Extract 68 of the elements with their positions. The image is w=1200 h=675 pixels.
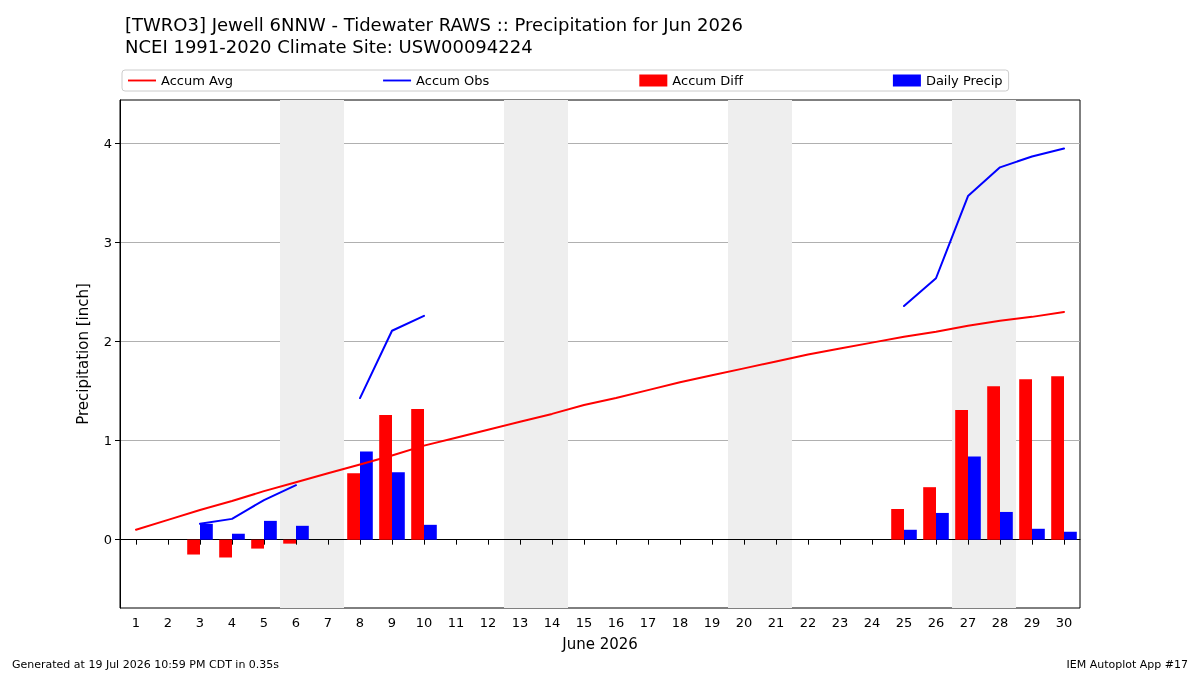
bar	[968, 456, 981, 540]
bar	[936, 512, 949, 540]
bar	[1000, 511, 1013, 540]
y-axis-title: Precipitation [inch]	[73, 283, 92, 425]
y-tick-label: 1	[103, 433, 112, 449]
bar	[360, 451, 373, 540]
bar	[392, 472, 405, 540]
x-tick-label: 9	[387, 615, 397, 630]
bar	[1019, 379, 1032, 540]
x-tick-label: 7	[323, 615, 333, 630]
x-tick-label: 17	[639, 615, 657, 630]
bar	[264, 520, 277, 540]
y-tick-label: 2	[103, 334, 112, 350]
x-tick-label: 18	[671, 615, 689, 630]
bar	[1064, 531, 1077, 540]
x-tick-label: 3	[195, 615, 205, 630]
x-tick-label: 11	[447, 615, 465, 630]
bar	[891, 508, 904, 540]
x-tick-label: 12	[479, 615, 497, 630]
x-tick-label: 20	[735, 615, 753, 630]
text: Generated at 19 Jul 2026 10:59 PM CDT in 0.35s	[12, 658, 280, 671]
text: IEM Autoplot App #17	[1066, 658, 1188, 671]
x-tick-label: 10	[415, 615, 433, 630]
bar	[1032, 528, 1045, 540]
bar	[347, 473, 360, 540]
x-tick-label: 5	[259, 615, 269, 630]
y-tick-label: 0	[103, 532, 112, 548]
x-tick-label: 29	[1023, 615, 1041, 630]
bar	[251, 539, 264, 549]
x-tick-label: 13	[511, 615, 529, 630]
x-tick-label: 2	[163, 615, 173, 630]
x-tick-label: 15	[575, 615, 593, 630]
x-tick-label: 16	[607, 615, 625, 630]
x-tick-label: 25	[895, 615, 913, 630]
legend-label: Accum Avg	[161, 73, 234, 88]
x-tick-label: 4	[227, 615, 237, 630]
x-tick-label: 6	[291, 615, 301, 630]
bar	[923, 487, 936, 540]
bar	[232, 533, 245, 540]
bar	[187, 539, 200, 555]
bar	[283, 539, 296, 544]
bar	[219, 539, 232, 558]
x-tick-label: 30	[1055, 615, 1073, 630]
x-axis-title: June 2026	[561, 634, 638, 653]
chart-subtitle: NCEI 1991-2020 Climate Site: USW00094224	[125, 35, 533, 57]
x-tick-label: 28	[991, 615, 1009, 630]
bar	[955, 409, 968, 540]
x-tick-label: 26	[927, 615, 945, 630]
x-tick-label: 27	[959, 615, 977, 630]
y-tick-label: 3	[103, 235, 112, 251]
bar	[904, 529, 917, 540]
chart-title: [TWRO3] Jewell 6NNW - Tidewater RAWS :: Precipitation for Jun 2026	[125, 13, 743, 35]
legend-label: Accum Obs	[416, 73, 490, 88]
x-tick-label: 14	[543, 615, 561, 630]
bar	[1051, 376, 1064, 540]
bar	[424, 524, 437, 540]
y-tick-label: 4	[103, 136, 112, 152]
x-tick-label: 24	[863, 615, 881, 630]
bar	[987, 386, 1000, 540]
x-tick-label: 23	[831, 615, 849, 630]
x-tick-label: 21	[767, 615, 785, 630]
x-tick-label: 19	[703, 615, 721, 630]
x-tick-label: 1	[131, 615, 141, 630]
bar	[296, 525, 309, 540]
legend-label: Accum Diff	[672, 73, 744, 88]
x-tick-label: 22	[799, 615, 817, 630]
x-tick-label: 8	[355, 615, 365, 630]
legend-label: Daily Precip	[925, 73, 1003, 88]
